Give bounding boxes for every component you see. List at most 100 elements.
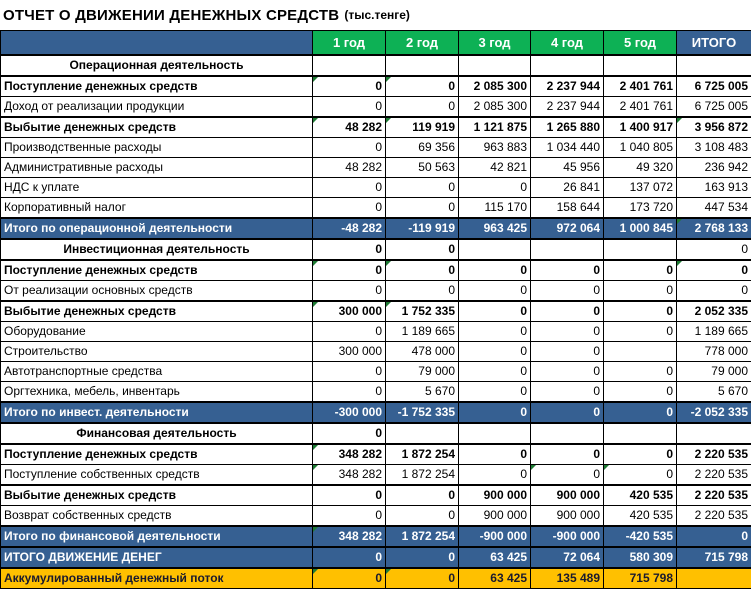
value-cell[interactable]: 900 000	[531, 485, 604, 506]
value-cell[interactable]: 0	[604, 381, 677, 402]
value-cell[interactable]: 236 942	[677, 157, 751, 177]
value-cell[interactable]: 0	[531, 402, 604, 423]
value-cell[interactable]: 478 000	[386, 341, 459, 361]
value-cell[interactable]: -2 052 335	[677, 402, 751, 423]
value-cell[interactable]	[313, 55, 386, 76]
row-label-cell[interactable]: Поступление денежных средств	[1, 260, 313, 281]
value-cell[interactable]: -420 535	[604, 526, 677, 547]
value-cell[interactable]	[459, 423, 531, 444]
value-cell[interactable]: 0	[386, 96, 459, 117]
row-label-cell[interactable]: Итого по операционной деятельности	[1, 218, 313, 239]
row-label-cell[interactable]: Поступление денежных средств	[1, 76, 313, 97]
row-label-cell[interactable]: Возврат собственных средств	[1, 505, 313, 526]
year-column-header[interactable]: 3 год	[459, 31, 531, 55]
year-column-header[interactable]: 2 год	[386, 31, 459, 55]
value-cell[interactable]: 348 282	[313, 444, 386, 465]
value-cell[interactable]: 3 956 872	[677, 117, 751, 138]
value-cell[interactable]	[604, 239, 677, 260]
total-column-header[interactable]: ИТОГО	[677, 31, 751, 55]
value-cell[interactable]: 2 237 944	[531, 96, 604, 117]
value-cell[interactable]: 0	[386, 239, 459, 260]
value-cell[interactable]: 0	[604, 402, 677, 423]
value-cell[interactable]: 0	[459, 361, 531, 381]
value-cell[interactable]: 63 425	[459, 547, 531, 568]
value-cell[interactable]: 580 309	[604, 547, 677, 568]
corner-header-cell[interactable]	[1, 31, 313, 55]
value-cell[interactable]: 0	[677, 526, 751, 547]
value-cell[interactable]: 0	[531, 381, 604, 402]
value-cell[interactable]: 0	[459, 177, 531, 197]
value-cell[interactable]	[459, 55, 531, 76]
value-cell[interactable]: 420 535	[604, 505, 677, 526]
value-cell[interactable]: 0	[313, 547, 386, 568]
value-cell[interactable]: 1 040 805	[604, 137, 677, 157]
value-cell[interactable]: 0	[459, 381, 531, 402]
value-cell[interactable]: 26 841	[531, 177, 604, 197]
value-cell[interactable]: 900 000	[459, 485, 531, 506]
value-cell[interactable]: 2 052 335	[677, 301, 751, 322]
value-cell[interactable]: 50 563	[386, 157, 459, 177]
value-cell[interactable]: 0	[313, 505, 386, 526]
value-cell[interactable]: 6 725 005	[677, 96, 751, 117]
value-cell[interactable]: 300 000	[313, 301, 386, 322]
row-label-cell[interactable]: Выбытие денежных средств	[1, 485, 313, 506]
row-label-cell[interactable]: Оргтехника, мебель, инвентарь	[1, 381, 313, 402]
value-cell[interactable]: 0	[604, 260, 677, 281]
value-cell[interactable]: 1 872 254	[386, 444, 459, 465]
value-cell[interactable]	[386, 55, 459, 76]
value-cell[interactable]: 48 282	[313, 117, 386, 138]
value-cell[interactable]: 715 798	[677, 547, 751, 568]
value-cell[interactable]: 2 220 535	[677, 444, 751, 465]
year-column-header[interactable]: 4 год	[531, 31, 604, 55]
value-cell[interactable]	[604, 55, 677, 76]
value-cell[interactable]: 2 220 535	[677, 464, 751, 485]
row-label-cell[interactable]: Оборудование	[1, 321, 313, 341]
value-cell[interactable]: 300 000	[313, 341, 386, 361]
value-cell[interactable]: 1 000 845	[604, 218, 677, 239]
value-cell[interactable]: 163 913	[677, 177, 751, 197]
value-cell[interactable]: 0	[459, 301, 531, 322]
value-cell[interactable]: 49 320	[604, 157, 677, 177]
value-cell[interactable]: 0	[459, 402, 531, 423]
value-cell[interactable]: 0	[313, 76, 386, 97]
value-cell[interactable]: 0	[531, 301, 604, 322]
value-cell[interactable]: 1 121 875	[459, 117, 531, 138]
value-cell[interactable]: 0	[386, 505, 459, 526]
value-cell[interactable]: 0	[313, 197, 386, 218]
value-cell[interactable]: 2 401 761	[604, 96, 677, 117]
row-label-cell[interactable]: Административные расходы	[1, 157, 313, 177]
value-cell[interactable]: 0	[531, 361, 604, 381]
value-cell[interactable]: 0	[531, 280, 604, 301]
value-cell[interactable]: 0	[677, 239, 751, 260]
value-cell[interactable]: 2 220 535	[677, 485, 751, 506]
value-cell[interactable]: 0	[386, 485, 459, 506]
value-cell[interactable]: 963 883	[459, 137, 531, 157]
value-cell[interactable]: 0	[531, 341, 604, 361]
row-label-cell[interactable]: Итого по инвест. деятельности	[1, 402, 313, 423]
value-cell[interactable]: 0	[386, 280, 459, 301]
value-cell[interactable]: 0	[531, 260, 604, 281]
value-cell[interactable]: 1 189 665	[677, 321, 751, 341]
value-cell[interactable]: -48 282	[313, 218, 386, 239]
value-cell[interactable]: 2 768 133	[677, 218, 751, 239]
value-cell[interactable]: 158 644	[531, 197, 604, 218]
value-cell[interactable]: 79 000	[677, 361, 751, 381]
value-cell[interactable]: 69 356	[386, 137, 459, 157]
value-cell[interactable]: 0	[313, 381, 386, 402]
value-cell[interactable]: 0	[604, 280, 677, 301]
value-cell[interactable]: 5 670	[677, 381, 751, 402]
row-label-cell[interactable]: Выбытие денежных средств	[1, 117, 313, 138]
value-cell[interactable]: 0	[313, 361, 386, 381]
value-cell[interactable]: 0	[313, 280, 386, 301]
value-cell[interactable]: 72 064	[531, 547, 604, 568]
value-cell[interactable]: 1 872 254	[386, 464, 459, 485]
value-cell[interactable]: 1 400 917	[604, 117, 677, 138]
value-cell[interactable]: 348 282	[313, 464, 386, 485]
value-cell[interactable]: -300 000	[313, 402, 386, 423]
value-cell[interactable]: 963 425	[459, 218, 531, 239]
value-cell[interactable]: 0	[459, 341, 531, 361]
row-label-cell[interactable]: Поступление денежных средств	[1, 444, 313, 465]
row-label-cell[interactable]: Корпоративный налог	[1, 197, 313, 218]
value-cell[interactable]: 42 821	[459, 157, 531, 177]
value-cell[interactable]: 2 085 300	[459, 96, 531, 117]
